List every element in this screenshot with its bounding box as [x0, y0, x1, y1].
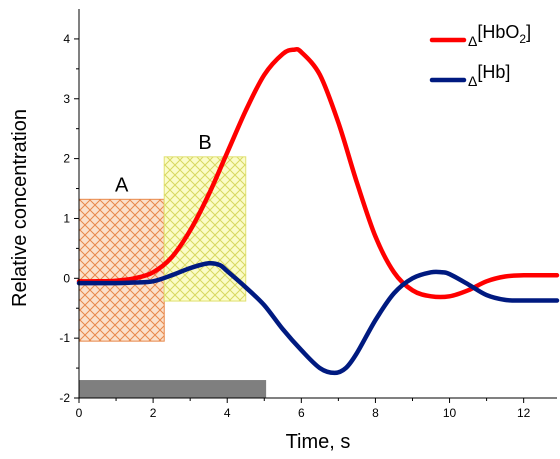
x-tick-label: 8 — [372, 406, 379, 420]
x-tick-label: 2 — [150, 406, 157, 420]
x-tick-label: 4 — [224, 406, 231, 420]
region-label-b: B — [198, 132, 211, 154]
x-tick-label: 6 — [298, 406, 305, 420]
series-line-hb — [76, 260, 560, 376]
y-tick-label: 2 — [63, 152, 70, 166]
y-tick-label: 4 — [63, 32, 70, 46]
region-label-a: A — [115, 174, 129, 196]
y-axis-title: Relative concentration — [9, 109, 31, 307]
series-line-hbo2 — [76, 46, 560, 300]
x-tick-label: 10 — [443, 406, 457, 420]
y-tick-label: -2 — [59, 391, 70, 405]
series-lines — [76, 46, 560, 376]
legend: Δ[HbO2] Δ[Hb] — [429, 22, 531, 89]
region-a — [78, 198, 165, 342]
legend-label: Δ[Hb] — [468, 62, 510, 89]
y-tick-label: 0 — [63, 271, 70, 285]
x-tick-label: 12 — [517, 406, 531, 420]
x-tick-label: 0 — [76, 406, 83, 420]
legend-label: Δ[HbO2] — [468, 22, 531, 49]
stimulus-bar — [79, 380, 267, 398]
x-axis-title: Time, s — [286, 431, 351, 453]
y-tick-label: -1 — [59, 331, 70, 345]
y-tick-label: 1 — [63, 211, 70, 225]
stimulus-bar-group — [79, 380, 267, 398]
y-tick-label: 3 — [63, 92, 70, 106]
